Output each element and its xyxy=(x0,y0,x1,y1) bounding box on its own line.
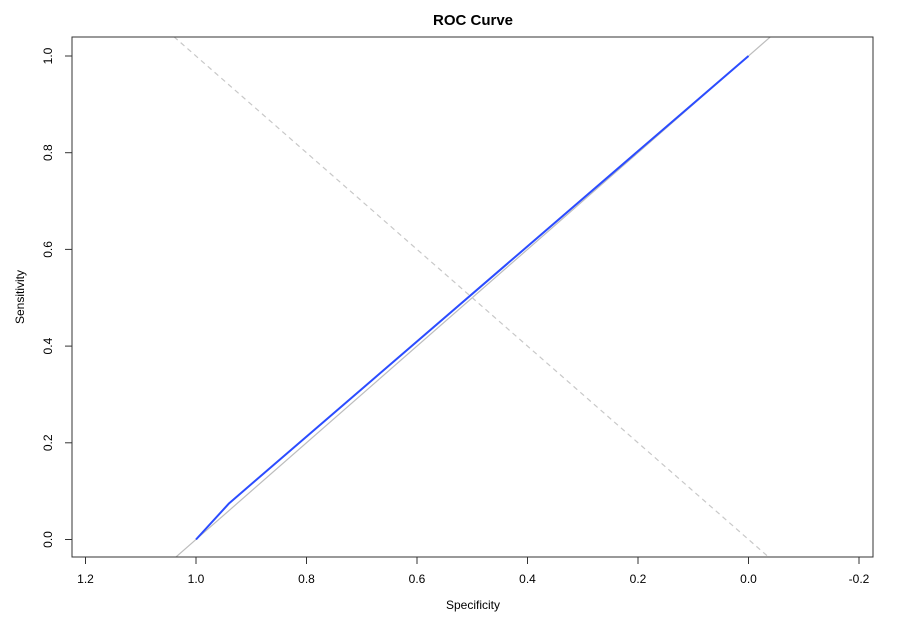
x-tick-label: 1.2 xyxy=(77,572,94,586)
y-tick-label: 0.4 xyxy=(41,337,55,354)
x-tick-label: -0.2 xyxy=(849,572,870,586)
x-tick-label: 0.8 xyxy=(298,572,315,586)
x-axis-title: Specificity xyxy=(446,598,500,612)
y-tick-label: 0.2 xyxy=(41,434,55,451)
y-tick-label: 1.0 xyxy=(41,47,55,64)
series-group xyxy=(173,37,771,557)
chart-title: ROC Curve xyxy=(433,12,513,29)
x-tick-label: 0.2 xyxy=(630,572,647,586)
plot-frame xyxy=(71,36,874,558)
roc-curve-line xyxy=(195,55,750,541)
x-tick-label: 0.6 xyxy=(409,572,426,586)
x-tick-label: 1.0 xyxy=(188,572,205,586)
y-tick-label: 0.0 xyxy=(41,531,55,548)
x-tick-label: 0.4 xyxy=(519,572,536,586)
y-tick-label: 0.6 xyxy=(41,241,55,258)
x-tick-label: 0.0 xyxy=(740,572,757,586)
y-tick-label: 0.8 xyxy=(41,144,55,161)
y-axis-title: Sensitivity xyxy=(13,270,27,324)
plot-area: 1.2 1.0 0.8 0.6 0.4 0.2 0.0 -0.2 0.0 0.2 0.4 0.6 0.8… xyxy=(41,36,874,586)
cross-diagonal-line xyxy=(173,37,770,557)
